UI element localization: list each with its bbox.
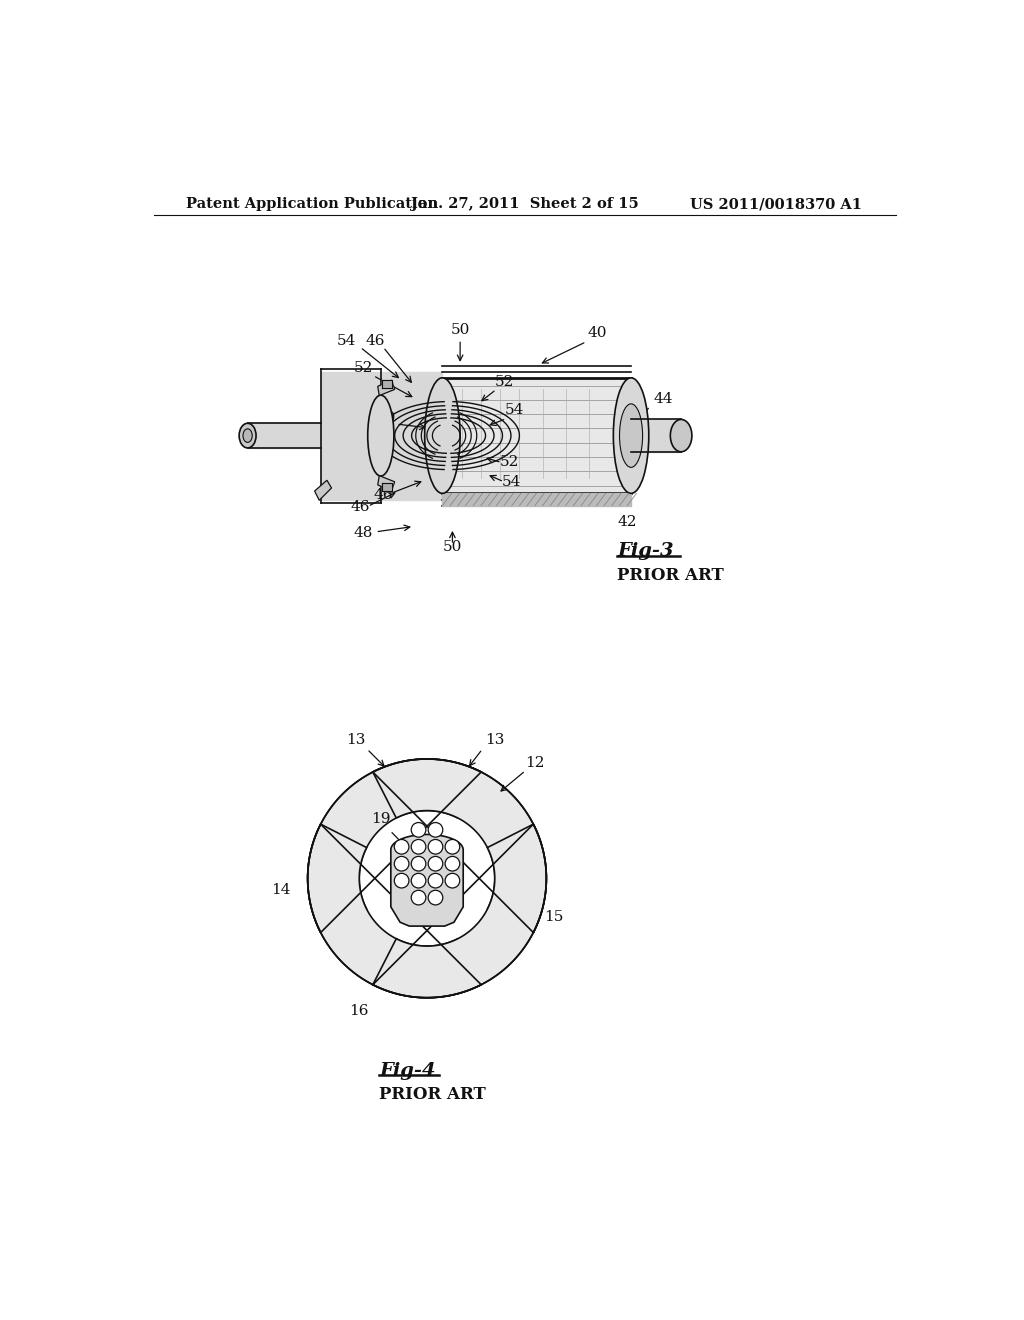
- Ellipse shape: [613, 378, 649, 494]
- Text: 12: 12: [525, 755, 545, 770]
- Text: 14: 14: [271, 883, 291, 896]
- Text: 52: 52: [495, 375, 514, 388]
- Text: 13: 13: [485, 733, 505, 747]
- Text: 54: 54: [502, 475, 521, 488]
- Ellipse shape: [243, 429, 252, 442]
- Circle shape: [445, 857, 460, 871]
- Ellipse shape: [425, 378, 460, 494]
- Circle shape: [428, 840, 442, 854]
- Circle shape: [428, 822, 442, 837]
- Ellipse shape: [671, 420, 692, 451]
- Circle shape: [394, 874, 409, 888]
- Circle shape: [412, 857, 426, 871]
- Circle shape: [412, 840, 426, 854]
- Text: 40: 40: [588, 326, 607, 341]
- Text: 52: 52: [353, 362, 373, 375]
- Polygon shape: [382, 380, 391, 388]
- Text: 19: 19: [371, 812, 390, 826]
- Text: Fig-3: Fig-3: [617, 543, 674, 560]
- Text: 50: 50: [377, 411, 396, 425]
- Circle shape: [394, 857, 409, 871]
- Text: 52: 52: [500, 455, 519, 470]
- Polygon shape: [391, 834, 463, 927]
- Circle shape: [428, 857, 442, 871]
- Text: 42: 42: [617, 516, 637, 529]
- Text: Jan. 27, 2011  Sheet 2 of 15: Jan. 27, 2011 Sheet 2 of 15: [411, 197, 639, 211]
- Polygon shape: [382, 483, 391, 491]
- Text: 48: 48: [353, 527, 373, 540]
- Ellipse shape: [240, 424, 256, 447]
- Text: Patent Application Publication: Patent Application Publication: [186, 197, 438, 211]
- Text: 46: 46: [366, 334, 385, 347]
- Circle shape: [445, 874, 460, 888]
- Text: 50: 50: [451, 323, 470, 337]
- Polygon shape: [373, 824, 547, 998]
- Circle shape: [428, 874, 442, 888]
- Ellipse shape: [368, 395, 394, 477]
- Ellipse shape: [620, 404, 643, 467]
- Text: PRIOR ART: PRIOR ART: [617, 566, 724, 583]
- Text: 15: 15: [545, 909, 564, 924]
- Circle shape: [412, 874, 426, 888]
- Text: Fig-4: Fig-4: [379, 1061, 436, 1080]
- Polygon shape: [314, 480, 332, 500]
- Text: 50: 50: [442, 540, 462, 554]
- Polygon shape: [378, 475, 394, 491]
- Polygon shape: [307, 824, 481, 998]
- Text: 16: 16: [349, 1005, 369, 1019]
- Text: 44: 44: [653, 392, 673, 407]
- Text: 46: 46: [350, 500, 370, 513]
- Text: 46: 46: [374, 488, 393, 502]
- Text: US 2011/0018370 A1: US 2011/0018370 A1: [690, 197, 862, 211]
- Polygon shape: [307, 759, 481, 932]
- Circle shape: [412, 822, 426, 837]
- Text: 54: 54: [505, 403, 523, 417]
- Circle shape: [412, 890, 426, 906]
- Circle shape: [445, 840, 460, 854]
- Polygon shape: [373, 759, 547, 932]
- Circle shape: [394, 840, 409, 854]
- Polygon shape: [378, 380, 394, 396]
- Text: PRIOR ART: PRIOR ART: [379, 1086, 486, 1104]
- Circle shape: [428, 890, 442, 906]
- Text: 13: 13: [346, 733, 366, 747]
- Text: 54: 54: [337, 334, 356, 347]
